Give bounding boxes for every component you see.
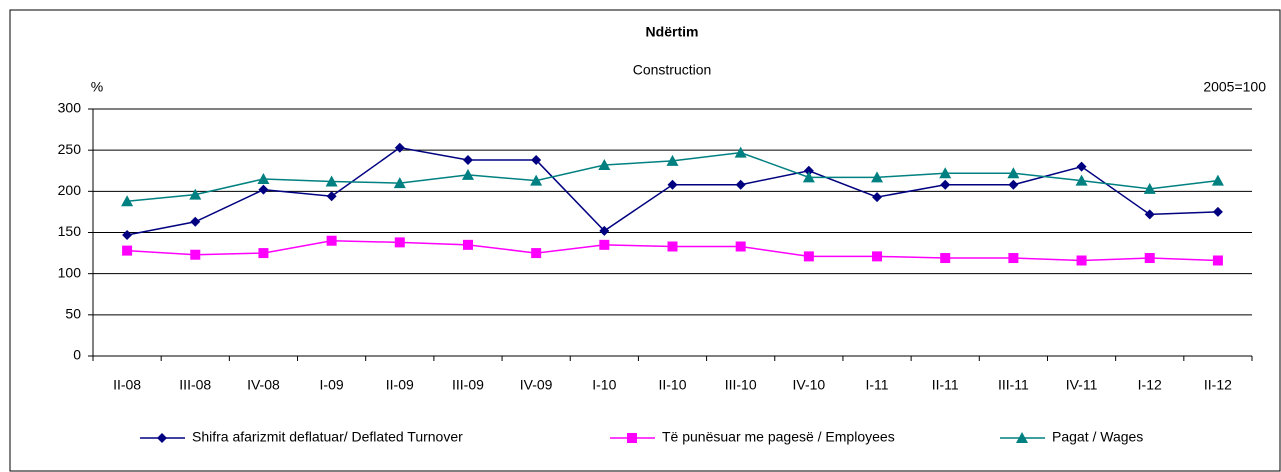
- marker: [122, 245, 133, 256]
- marker: [940, 253, 951, 264]
- chart-border: [9, 9, 1281, 472]
- marker: [1144, 209, 1155, 220]
- marker: [393, 177, 406, 189]
- marker: [1076, 161, 1087, 172]
- marker: [326, 235, 337, 246]
- marker: [1008, 253, 1019, 264]
- marker: [189, 188, 202, 200]
- marker: [803, 251, 814, 262]
- marker: [461, 168, 474, 180]
- y-tick-label: 150: [58, 223, 82, 239]
- marker: [121, 195, 134, 207]
- marker: [190, 216, 201, 227]
- marker: [667, 241, 678, 252]
- marker: [735, 241, 746, 252]
- marker: [627, 433, 637, 443]
- marker: [394, 237, 405, 248]
- x-tick-label: I-12: [1138, 377, 1162, 393]
- marker: [871, 171, 884, 183]
- x-tick-label: IV-09: [520, 377, 553, 393]
- legend-label: Shifra afarizmit deflatuar/ Deflated Tur…: [192, 429, 463, 445]
- y-tick-label: 200: [58, 182, 82, 198]
- marker: [157, 433, 167, 443]
- y-tick-label: 250: [58, 141, 82, 157]
- legend-label: Pagat / Wages: [1052, 429, 1143, 445]
- marker: [531, 248, 542, 259]
- marker: [122, 229, 133, 240]
- marker: [940, 179, 951, 190]
- marker: [1075, 174, 1088, 186]
- x-tick-label: II-11: [932, 377, 959, 393]
- marker: [190, 249, 201, 260]
- marker: [667, 179, 678, 190]
- x-tick-label: III-09: [452, 377, 484, 393]
- x-tick-label: III-11: [998, 377, 1029, 393]
- marker: [802, 171, 815, 183]
- chart-subtitle: Construction: [633, 62, 712, 78]
- marker: [599, 239, 610, 250]
- marker: [1211, 174, 1224, 186]
- legend-label: Të punësuar me pagesë / Employees: [662, 429, 895, 445]
- marker: [258, 248, 269, 259]
- marker: [325, 175, 338, 187]
- marker: [735, 179, 746, 190]
- x-tick-label: IV-08: [247, 377, 280, 393]
- marker: [1143, 182, 1156, 194]
- x-tick-label: II-10: [658, 377, 686, 393]
- x-tick-label: I-10: [592, 377, 616, 393]
- marker: [258, 184, 269, 195]
- marker: [1212, 255, 1223, 266]
- marker: [1008, 179, 1019, 190]
- y-tick-label: 0: [73, 347, 81, 363]
- marker: [257, 172, 270, 184]
- marker: [666, 154, 679, 166]
- marker: [531, 155, 542, 166]
- annotation: 2005=100: [1203, 79, 1266, 95]
- x-tick-label: IV-10: [793, 377, 826, 393]
- marker: [598, 158, 611, 170]
- marker: [872, 192, 883, 203]
- y-tick-label: 100: [58, 264, 82, 280]
- y-tick-label: 50: [65, 306, 81, 322]
- marker: [326, 191, 337, 202]
- marker: [872, 251, 883, 262]
- marker: [803, 165, 814, 176]
- x-tick-label: II-08: [113, 377, 141, 393]
- chart-title: Ndërtim: [646, 24, 699, 40]
- marker: [1016, 432, 1028, 443]
- marker: [1212, 206, 1223, 217]
- marker: [462, 239, 473, 250]
- marker: [530, 174, 543, 186]
- marker: [1144, 253, 1155, 264]
- x-tick-label: II-12: [1204, 377, 1232, 393]
- marker: [734, 146, 747, 158]
- marker: [1076, 255, 1087, 266]
- x-tick-label: IV-11: [1066, 377, 1098, 393]
- x-tick-label: III-08: [179, 377, 211, 393]
- marker: [462, 155, 473, 166]
- x-tick-label: I-11: [865, 377, 888, 393]
- x-tick-label: II-09: [386, 377, 414, 393]
- marker: [1007, 167, 1020, 179]
- x-tick-label: I-09: [320, 377, 344, 393]
- y-axis-label: %: [91, 79, 103, 95]
- marker: [939, 167, 952, 179]
- marker: [599, 225, 610, 236]
- y-tick-label: 300: [58, 100, 82, 116]
- marker: [394, 142, 405, 153]
- x-tick-label: III-10: [725, 377, 757, 393]
